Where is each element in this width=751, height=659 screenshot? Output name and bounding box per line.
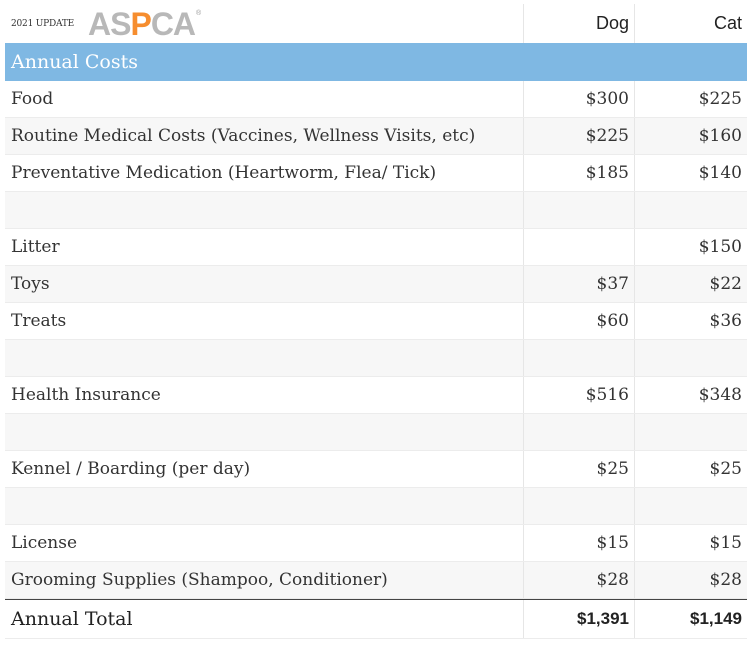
table-header-row: 2021 UPDATE AS P CA ® Dog Cat xyxy=(5,4,747,43)
spacer-row xyxy=(5,414,747,451)
row-dog-cost xyxy=(524,229,635,265)
logo-letter-p: P xyxy=(130,5,151,42)
row-cat-cost xyxy=(635,488,747,524)
aspca-logo: AS P CA ® xyxy=(88,6,201,42)
row-dog-cost: $15 xyxy=(524,525,635,561)
row-cat-cost: $22 xyxy=(709,274,742,294)
annual-total-cat: $1,149 xyxy=(690,609,742,628)
row-label xyxy=(5,192,524,228)
row-label xyxy=(5,340,524,376)
pet-cost-table: 2021 UPDATE AS P CA ® Dog Cat Annual Costs … xyxy=(5,4,747,639)
table-row: Treats $60 $36 xyxy=(5,303,747,340)
row-label: Grooming Supplies (Shampoo, Conditioner) xyxy=(5,562,524,598)
row-dog-cost: $225 xyxy=(524,118,635,154)
section-header-annual-costs: Annual Costs xyxy=(5,43,747,81)
cost-rows: Food $300 $225 Routine Medical Costs (Vacci… xyxy=(5,81,747,599)
row-label: Toys xyxy=(5,266,524,302)
column-header-cat: Cat xyxy=(635,4,747,43)
row-label: License xyxy=(5,525,524,561)
row-cat-cost: $25 xyxy=(709,459,742,479)
row-cat-cost: $160 xyxy=(698,126,742,146)
row-dog-cost: $516 xyxy=(524,377,635,413)
row-cat-cost xyxy=(635,192,747,228)
update-label: 2021 UPDATE xyxy=(11,18,75,29)
logo-letters-ca: CA xyxy=(150,5,196,42)
row-cat-cost: $140 xyxy=(698,163,742,183)
row-cat-cost: $225 xyxy=(698,89,742,109)
row-label xyxy=(5,414,524,450)
row-dog-cost: $25 xyxy=(524,451,635,487)
table-row: Toys $37 $22 xyxy=(5,266,747,303)
table-row: Grooming Supplies (Shampoo, Conditioner)… xyxy=(5,562,747,599)
row-dog-cost: $185 xyxy=(524,155,635,191)
table-row: Kennel / Boarding (per day) $25 $25 xyxy=(5,451,747,488)
row-dog-cost: $60 xyxy=(524,303,635,339)
column-header-cat-label: Cat xyxy=(713,13,742,33)
row-label: Routine Medical Costs (Vaccines, Wellnes… xyxy=(5,118,524,154)
logo-registered-mark: ® xyxy=(196,9,202,17)
logo-letters-as: AS xyxy=(88,5,131,42)
section-title: Annual Costs xyxy=(11,51,138,73)
table-row: Routine Medical Costs (Vaccines, Wellnes… xyxy=(5,118,747,155)
row-cat-cost: $36 xyxy=(709,311,742,331)
row-cat-cost: $150 xyxy=(698,237,742,257)
row-label: Health Insurance xyxy=(5,377,524,413)
table-row: Preventative Medication (Heartworm, Flea… xyxy=(5,155,747,192)
spacer-row xyxy=(5,340,747,377)
spacer-row xyxy=(5,192,747,229)
table-row: Food $300 $225 xyxy=(5,81,747,118)
row-label: Food xyxy=(5,81,524,117)
row-cat-cost xyxy=(635,340,747,376)
column-header-dog-label: Dog xyxy=(595,13,629,33)
row-label: Litter xyxy=(5,229,524,265)
row-dog-cost: $300 xyxy=(524,81,635,117)
row-dog-cost xyxy=(524,488,635,524)
annual-total-dog: $1,391 xyxy=(524,600,635,638)
row-dog-cost: $28 xyxy=(524,562,635,598)
annual-total-label: Annual Total xyxy=(5,600,524,638)
row-cat-cost xyxy=(635,414,747,450)
annual-total-row: Annual Total $1,391 $1,149 xyxy=(5,599,747,639)
table-row: Litter $150 xyxy=(5,229,747,266)
row-dog-cost xyxy=(524,340,635,376)
row-dog-cost xyxy=(524,192,635,228)
spacer-row xyxy=(5,488,747,525)
column-header-dog: Dog xyxy=(524,4,635,43)
table-row: Health Insurance $516 $348 xyxy=(5,377,747,414)
row-cat-cost: $348 xyxy=(698,385,742,405)
row-label: Preventative Medication (Heartworm, Flea… xyxy=(5,155,524,191)
row-dog-cost xyxy=(524,414,635,450)
row-cat-cost: $15 xyxy=(709,533,742,553)
row-cat-cost: $28 xyxy=(709,570,742,590)
row-label xyxy=(5,488,524,524)
row-label: Treats xyxy=(5,303,524,339)
row-dog-cost: $37 xyxy=(524,266,635,302)
header-brand-cell: 2021 UPDATE AS P CA ® xyxy=(5,4,524,43)
table-row: License $15 $15 xyxy=(5,525,747,562)
row-label: Kennel / Boarding (per day) xyxy=(5,451,524,487)
